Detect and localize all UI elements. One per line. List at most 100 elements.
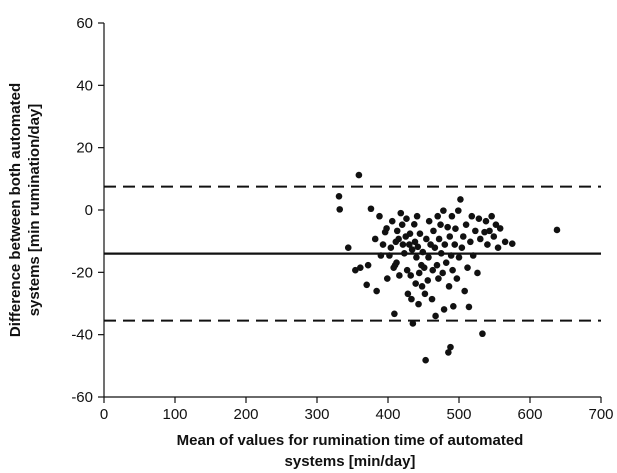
data-point [435,235,443,243]
x-axis-title-line-2: systems [min/day] [285,453,416,470]
data-point [490,233,498,240]
data-point [410,221,418,228]
y-tick-label: -60 [71,389,93,406]
data-point [423,235,430,243]
data-point [396,272,403,279]
data-point [415,269,423,277]
y-tick-label: -20 [71,264,93,281]
x-tick-label: 600 [517,406,542,423]
x-axis-title-line-1: Mean of values for rumination time of au… [177,432,524,449]
data-point [433,261,441,269]
data-point [415,300,422,308]
data-point [422,356,429,364]
data-point [376,212,383,220]
data-point [413,254,420,261]
data-point [414,243,422,251]
data-point [468,212,476,220]
data-point [440,306,448,313]
data-point [399,241,407,248]
data-point [391,310,398,318]
data-point [452,225,459,232]
data-point [467,238,474,246]
data-point [408,246,416,253]
data-point [336,206,344,213]
data-point [397,209,405,217]
data-point [475,215,483,223]
data-point [455,254,463,261]
data-point [421,290,429,298]
data-point [494,244,502,252]
data-point [447,252,455,259]
data-point [373,287,380,295]
data-point [416,230,424,237]
data-point [445,349,452,356]
data-point [440,207,447,214]
data-point [344,244,352,252]
data-point [432,312,439,320]
data-point [435,275,442,282]
data-point [424,277,432,284]
x-axis-ticks: 0 100 200 300 400 500 600 700 [100,397,614,423]
data-point [481,228,488,236]
data-point [393,227,401,235]
data-point [465,303,473,311]
data-point [439,269,446,277]
data-point [393,259,400,266]
data-point [383,225,390,232]
data-point [418,283,426,290]
y-axis-ticks: -60 -40 -20 0 20 40 60 [71,15,104,406]
data-point [459,233,467,240]
data-point [442,259,450,266]
data-point [404,290,412,298]
x-tick-label: 500 [446,406,471,423]
y-tick-label: 20 [76,140,93,157]
data-point [441,241,449,248]
y-axis-title-line-2: systems [min rumination/day] [26,104,43,317]
data-point [367,205,375,213]
data-point [486,227,493,235]
data-point [464,264,471,271]
data-point [406,230,414,237]
data-point [508,240,516,247]
data-point [553,226,561,234]
data-point [388,217,396,225]
data-point [352,266,359,274]
data-point [462,221,470,228]
data-point [371,235,379,243]
data-point [413,212,421,220]
data-point [496,225,504,232]
data-point [355,171,363,179]
y-axis-title-line-1: Difference between both automated [7,83,24,337]
y-tick-label: 0 [85,202,93,219]
x-tick-label: 700 [588,406,613,423]
data-point [412,280,419,287]
data-point [472,227,479,235]
data-point [482,217,490,225]
data-point [406,241,413,248]
data-point [458,244,466,252]
data-point [408,295,415,303]
data-point [437,250,445,257]
data-point [479,330,486,338]
data-point [447,343,454,351]
data-point [395,235,402,243]
data-point [335,192,343,200]
data-point [409,320,417,327]
data-point [488,212,495,220]
data-points [335,171,561,364]
data-point [386,252,393,259]
data-point [379,241,387,248]
data-point [411,238,419,246]
data-point [425,217,433,225]
data-point [492,221,500,228]
data-point [428,295,436,303]
y-tick-label: -40 [71,327,93,344]
data-point [357,264,364,271]
data-point [450,303,457,310]
data-point [425,254,432,261]
data-point [398,221,406,228]
data-point [484,241,491,248]
data-point [387,244,395,252]
data-point [419,248,427,256]
